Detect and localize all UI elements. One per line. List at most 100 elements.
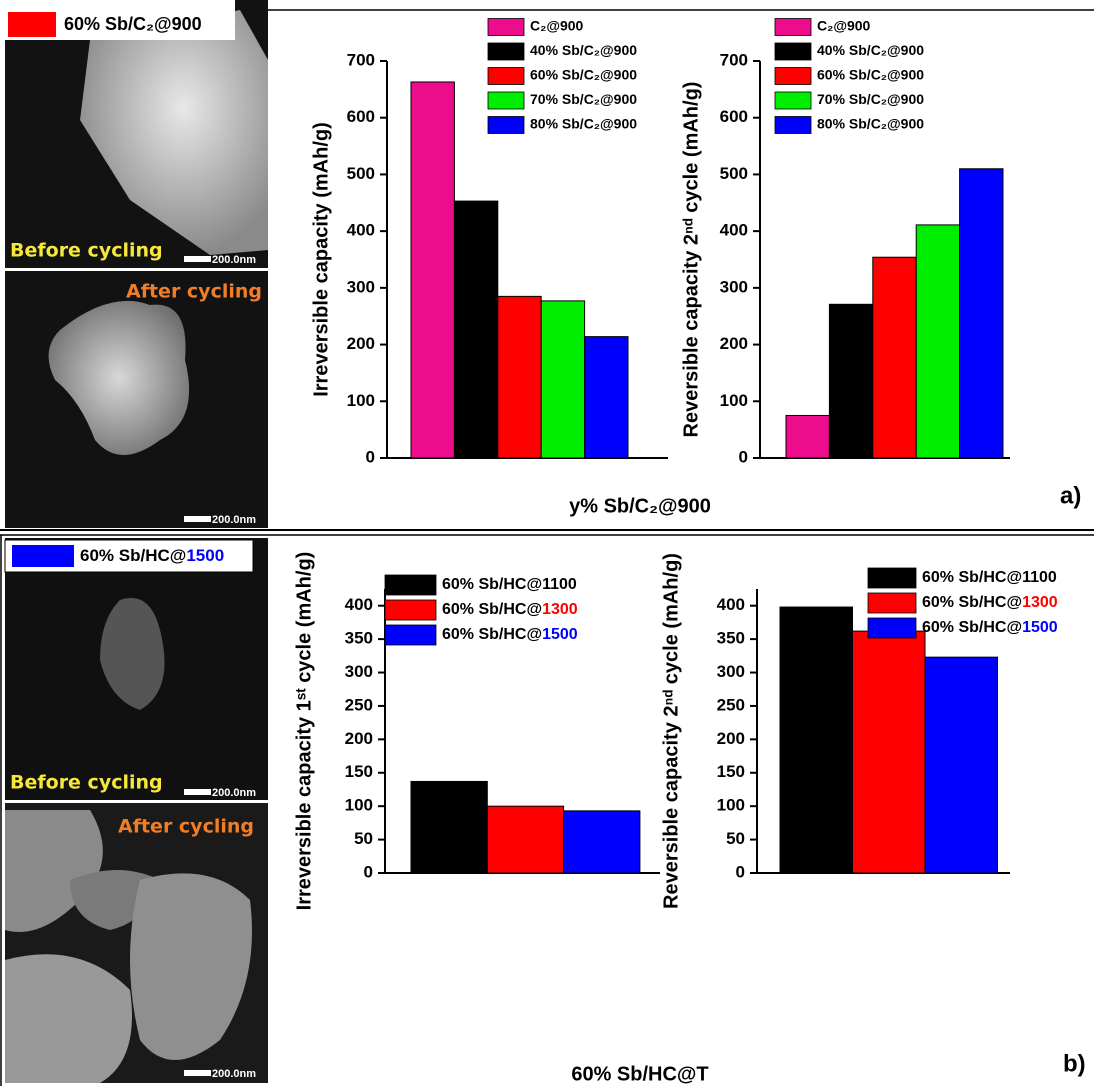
legend-swatch <box>385 625 436 645</box>
bar <box>564 811 640 873</box>
after-label: After cycling <box>118 816 254 838</box>
y-tick-label: 150 <box>717 762 745 781</box>
y-tick-label: 700 <box>347 50 375 69</box>
image-label: 60% Sb/C₂@900 <box>64 14 202 34</box>
legend-label: 60% Sb/HC@1500 <box>442 626 578 643</box>
y-tick-label: 0 <box>364 862 373 881</box>
bar <box>585 337 628 458</box>
before-label: Before cycling <box>10 772 163 794</box>
y-tick-label: 400 <box>347 221 375 240</box>
legend-swatch <box>775 92 811 109</box>
legend-swatch <box>775 117 811 134</box>
bar <box>829 304 872 458</box>
legend-label: 60% Sb/HC@1300 <box>922 594 1058 611</box>
bar <box>925 657 998 873</box>
y-tick-label: 300 <box>345 662 373 681</box>
bar <box>411 781 487 873</box>
y-axis-label: Irreversible capacity (mAh/g) <box>310 122 332 397</box>
y-tick-label: 150 <box>345 762 373 781</box>
y-tick-label: 0 <box>736 862 745 881</box>
y-tick-label: 50 <box>354 829 373 848</box>
legend-swatch <box>868 568 916 588</box>
bar <box>873 257 916 458</box>
image-label: 60% Sb/HC@1500 <box>80 546 224 565</box>
x-axis-label: 60% Sb/HC@T <box>571 1063 708 1085</box>
label-swatch <box>12 545 74 567</box>
scale-bar <box>184 789 211 795</box>
y-tick-label: 200 <box>345 729 373 748</box>
y-tick-label: 250 <box>717 695 745 714</box>
bar <box>487 806 563 873</box>
y-tick-label: 0 <box>739 447 748 466</box>
legend-label: 40% Sb/C₂@900 <box>530 42 637 58</box>
bar <box>498 296 541 458</box>
y-tick-label: 500 <box>347 164 375 183</box>
y-tick-label: 600 <box>720 107 748 126</box>
scale-label: 200.0nm <box>212 787 256 799</box>
bar <box>454 201 497 458</box>
y-tick-label: 300 <box>347 277 375 296</box>
scale-label: 200.0nm <box>212 254 256 266</box>
y-tick-label: 200 <box>347 334 375 353</box>
legend-label: 60% Sb/HC@1500 <box>922 619 1058 636</box>
page: 60% Sb/C₂@900 Before cycling 200.0nm Aft… <box>0 0 1094 1086</box>
legend-label: 40% Sb/C₂@900 <box>817 42 924 58</box>
y-tick-label: 500 <box>720 164 748 183</box>
legend-swatch <box>488 117 524 134</box>
y-tick-label: 700 <box>720 50 748 69</box>
y-axis-label: Reversible capacity 2ⁿᵈ cycle (mAh/g) <box>680 82 702 438</box>
y-tick-label: 400 <box>720 221 748 240</box>
legend-swatch <box>488 43 524 60</box>
y-axis-label: Irreversible capacity 1ˢᵗ cycle (mAh/g) <box>293 552 315 911</box>
y-tick-label: 300 <box>717 662 745 681</box>
x-axis-label: y% Sb/C₂@900 <box>569 495 711 517</box>
legend-swatch <box>488 68 524 85</box>
bar <box>541 301 584 458</box>
legend-label: 60% Sb/HC@1100 <box>922 569 1057 586</box>
bar <box>916 225 959 458</box>
y-tick-label: 100 <box>345 796 373 815</box>
legend-swatch <box>775 43 811 60</box>
y-tick-label: 400 <box>345 595 373 614</box>
scale-label: 200.0nm <box>212 514 256 526</box>
legend-swatch <box>775 19 811 36</box>
y-axis-label: Reversible capacity 2ⁿᵈ cycle (mAh/g) <box>660 553 682 909</box>
legend-swatch <box>775 68 811 85</box>
y-tick-label: 350 <box>345 629 373 648</box>
legend-swatch <box>488 92 524 109</box>
y-tick-label: 200 <box>720 334 748 353</box>
legend-label: 60% Sb/C₂@900 <box>530 67 637 83</box>
legend-label: 70% Sb/C₂@900 <box>817 91 924 107</box>
y-tick-label: 0 <box>366 447 375 466</box>
legend-label: 70% Sb/C₂@900 <box>530 91 637 107</box>
bar <box>786 415 829 458</box>
bar <box>780 607 853 873</box>
y-tick-label: 400 <box>717 595 745 614</box>
label-swatch <box>8 12 56 37</box>
figure: 60% Sb/C₂@900 Before cycling 200.0nm Aft… <box>0 0 1094 1086</box>
legend-label: 60% Sb/HC@1300 <box>442 601 578 618</box>
legend-swatch <box>488 19 524 36</box>
panel-label: a) <box>1060 482 1081 509</box>
y-tick-label: 600 <box>347 107 375 126</box>
y-tick-label: 250 <box>345 695 373 714</box>
panel-label: b) <box>1063 1050 1086 1077</box>
before-label: Before cycling <box>10 240 163 262</box>
bar <box>853 631 926 873</box>
y-tick-label: 350 <box>717 629 745 648</box>
legend-label: C₂@900 <box>817 18 871 34</box>
bar <box>411 82 454 458</box>
legend-label: 80% Sb/C₂@900 <box>530 116 637 132</box>
legend-label: C₂@900 <box>530 18 584 34</box>
scale-bar <box>184 256 211 262</box>
scale-bar <box>184 516 211 522</box>
after-label: After cycling <box>126 281 262 303</box>
legend-swatch <box>868 593 916 613</box>
legend-swatch <box>385 575 436 595</box>
legend-label: 60% Sb/HC@1100 <box>442 576 577 593</box>
legend-swatch <box>385 600 436 620</box>
scale-bar <box>184 1070 211 1076</box>
y-tick-label: 100 <box>720 391 748 410</box>
y-tick-label: 300 <box>720 277 748 296</box>
legend-swatch <box>868 618 916 638</box>
